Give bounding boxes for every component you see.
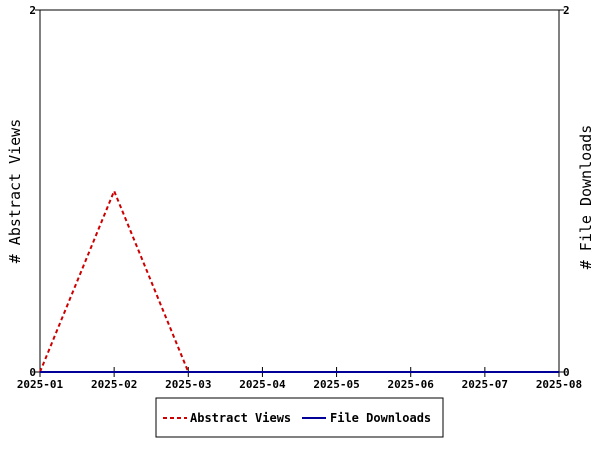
x-tick-label: 2025-01 bbox=[17, 378, 64, 391]
series-layer bbox=[39, 188, 559, 373]
x-tick-label: 2025-05 bbox=[313, 378, 359, 391]
legend-label-file-downloads: File Downloads bbox=[330, 411, 431, 425]
legend-label-abstract-views: Abstract Views bbox=[190, 411, 291, 425]
y-right-axis-title: # File Downloads bbox=[577, 125, 595, 270]
legend-box bbox=[155, 397, 444, 438]
x-tick-label: 2025-06 bbox=[388, 378, 435, 391]
y-right-tick-label: 2 bbox=[563, 4, 570, 17]
y-left-tick-label: 0 bbox=[29, 366, 36, 379]
y-left-axis-title: # Abstract Views bbox=[6, 119, 24, 264]
plot-frame bbox=[39, 9, 560, 373]
series-line-abstract-views bbox=[39, 188, 190, 373]
x-tick-label: 2025-07 bbox=[462, 378, 508, 391]
x-tick-label: 2025-03 bbox=[165, 378, 211, 391]
x-tick-label: 2025-08 bbox=[536, 378, 582, 391]
y-right-tick-label: 0 bbox=[563, 366, 570, 379]
axes: 2025-01 2025-02 2025-03 2025-04 2025-05 2025-… bbox=[17, 4, 582, 391]
x-tick-label: 2025-04 bbox=[239, 378, 286, 391]
x-tick-label: 2025-02 bbox=[91, 378, 137, 391]
y-left-tick-label: 2 bbox=[29, 4, 36, 17]
legend: Abstract Views File Downloads bbox=[155, 397, 444, 438]
